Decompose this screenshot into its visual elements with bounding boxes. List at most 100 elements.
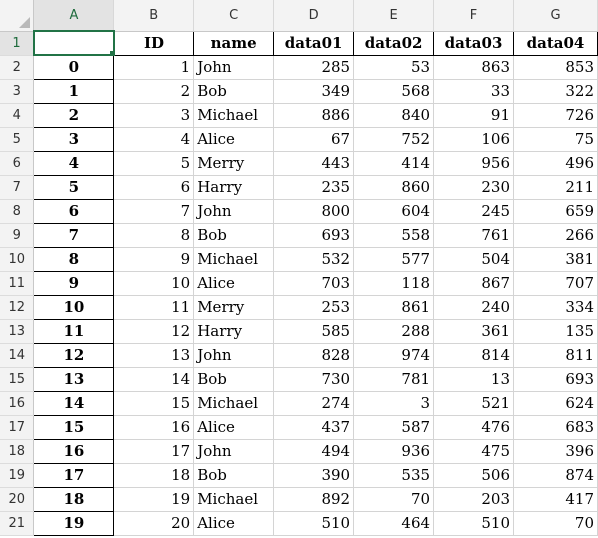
row-header-20[interactable]: 20 — [0, 487, 35, 512]
cell-a18[interactable]: 16 — [33, 439, 115, 464]
cell-b8[interactable]: 7 — [113, 199, 195, 224]
cell-e21[interactable]: 464 — [353, 511, 435, 536]
cell-g6[interactable]: 496 — [513, 151, 598, 176]
cell-a11[interactable]: 9 — [33, 271, 115, 296]
cell-g19[interactable]: 874 — [513, 463, 598, 488]
cell-g21[interactable]: 70 — [513, 511, 598, 536]
cell-a4[interactable]: 2 — [33, 103, 115, 128]
cell-g10[interactable]: 381 — [513, 247, 598, 272]
cell-e13[interactable]: 288 — [353, 319, 435, 344]
cell-b9[interactable]: 8 — [113, 223, 195, 248]
row-header-8[interactable]: 8 — [0, 199, 35, 224]
cell-c6[interactable]: Merry — [193, 151, 275, 176]
cell-d18[interactable]: 494 — [273, 439, 355, 464]
cell-f18[interactable]: 475 — [433, 439, 515, 464]
cell-e5[interactable]: 752 — [353, 127, 435, 152]
cell-a16[interactable]: 14 — [33, 391, 115, 416]
cell-g5[interactable]: 75 — [513, 127, 598, 152]
row-header-13[interactable]: 13 — [0, 319, 35, 344]
row-header-12[interactable]: 12 — [0, 295, 35, 320]
cell-a13[interactable]: 11 — [33, 319, 115, 344]
column-header-f[interactable]: F — [433, 0, 515, 32]
cell-f12[interactable]: 240 — [433, 295, 515, 320]
cell-c13[interactable]: Harry — [193, 319, 275, 344]
cell-d17[interactable]: 437 — [273, 415, 355, 440]
cell-d21[interactable]: 510 — [273, 511, 355, 536]
cell-e7[interactable]: 860 — [353, 175, 435, 200]
cell-a2[interactable]: 0 — [33, 55, 115, 80]
cell-c12[interactable]: Merry — [193, 295, 275, 320]
cell-a3[interactable]: 1 — [33, 79, 115, 104]
cell-e19[interactable]: 535 — [353, 463, 435, 488]
cell-f5[interactable]: 106 — [433, 127, 515, 152]
cell-c9[interactable]: Bob — [193, 223, 275, 248]
cell-e10[interactable]: 577 — [353, 247, 435, 272]
cell-a1[interactable] — [32, 30, 115, 56]
cell-c8[interactable]: John — [193, 199, 275, 224]
cell-c2[interactable]: John — [193, 55, 275, 80]
cell-f19[interactable]: 506 — [433, 463, 515, 488]
row-header-7[interactable]: 7 — [0, 175, 35, 200]
cell-c17[interactable]: Alice — [193, 415, 275, 440]
cell-g13[interactable]: 135 — [513, 319, 598, 344]
fill-handle[interactable] — [108, 50, 112, 53]
cell-e8[interactable]: 604 — [353, 199, 435, 224]
cell-f17[interactable]: 476 — [433, 415, 515, 440]
cell-b2[interactable]: 1 — [113, 55, 195, 80]
cell-c18[interactable]: John — [193, 439, 275, 464]
cell-b13[interactable]: 12 — [113, 319, 195, 344]
cell-a6[interactable]: 4 — [33, 151, 115, 176]
column-header-e[interactable]: E — [353, 0, 435, 32]
cell-a19[interactable]: 17 — [33, 463, 115, 488]
column-header-c[interactable]: C — [193, 0, 275, 32]
cell-e2[interactable]: 53 — [353, 55, 435, 80]
row-header-17[interactable]: 17 — [0, 415, 35, 440]
cell-f7[interactable]: 230 — [433, 175, 515, 200]
cell-a12[interactable]: 10 — [33, 295, 115, 320]
cell-g8[interactable]: 659 — [513, 199, 598, 224]
cell-g14[interactable]: 811 — [513, 343, 598, 368]
cell-a14[interactable]: 12 — [33, 343, 115, 368]
column-header-d[interactable]: D — [273, 0, 355, 32]
cell-d8[interactable]: 800 — [273, 199, 355, 224]
cell-b11[interactable]: 10 — [113, 271, 195, 296]
cell-g16[interactable]: 624 — [513, 391, 598, 416]
cell-b14[interactable]: 13 — [113, 343, 195, 368]
cell-f3[interactable]: 33 — [433, 79, 515, 104]
cell-e1[interactable]: data02 — [353, 30, 435, 56]
row-header-18[interactable]: 18 — [0, 439, 35, 464]
cell-f16[interactable]: 521 — [433, 391, 515, 416]
cell-b15[interactable]: 14 — [113, 367, 195, 392]
cell-d1[interactable]: data01 — [273, 30, 355, 56]
cell-f6[interactable]: 956 — [433, 151, 515, 176]
cell-e20[interactable]: 70 — [353, 487, 435, 512]
cell-c16[interactable]: Michael — [193, 391, 275, 416]
cell-b19[interactable]: 18 — [113, 463, 195, 488]
cell-a5[interactable]: 3 — [33, 127, 115, 152]
cell-e17[interactable]: 587 — [353, 415, 435, 440]
cell-d19[interactable]: 390 — [273, 463, 355, 488]
row-header-19[interactable]: 19 — [0, 463, 35, 488]
cell-e18[interactable]: 936 — [353, 439, 435, 464]
cell-c7[interactable]: Harry — [193, 175, 275, 200]
cell-a10[interactable]: 8 — [33, 247, 115, 272]
cell-f21[interactable]: 510 — [433, 511, 515, 536]
row-header-14[interactable]: 14 — [0, 343, 35, 368]
row-header-11[interactable]: 11 — [0, 271, 35, 296]
cell-e16[interactable]: 3 — [353, 391, 435, 416]
row-header-21[interactable]: 21 — [0, 511, 35, 536]
cell-d13[interactable]: 585 — [273, 319, 355, 344]
cell-a9[interactable]: 7 — [33, 223, 115, 248]
cell-d7[interactable]: 235 — [273, 175, 355, 200]
cell-d20[interactable]: 892 — [273, 487, 355, 512]
cell-f20[interactable]: 203 — [433, 487, 515, 512]
row-header-3[interactable]: 3 — [0, 79, 35, 104]
cell-f4[interactable]: 91 — [433, 103, 515, 128]
cell-c14[interactable]: John — [193, 343, 275, 368]
cell-d3[interactable]: 349 — [273, 79, 355, 104]
select-all-corner[interactable] — [0, 0, 35, 32]
cell-e14[interactable]: 974 — [353, 343, 435, 368]
cell-c3[interactable]: Bob — [193, 79, 275, 104]
cell-g18[interactable]: 396 — [513, 439, 598, 464]
cell-c15[interactable]: Bob — [193, 367, 275, 392]
